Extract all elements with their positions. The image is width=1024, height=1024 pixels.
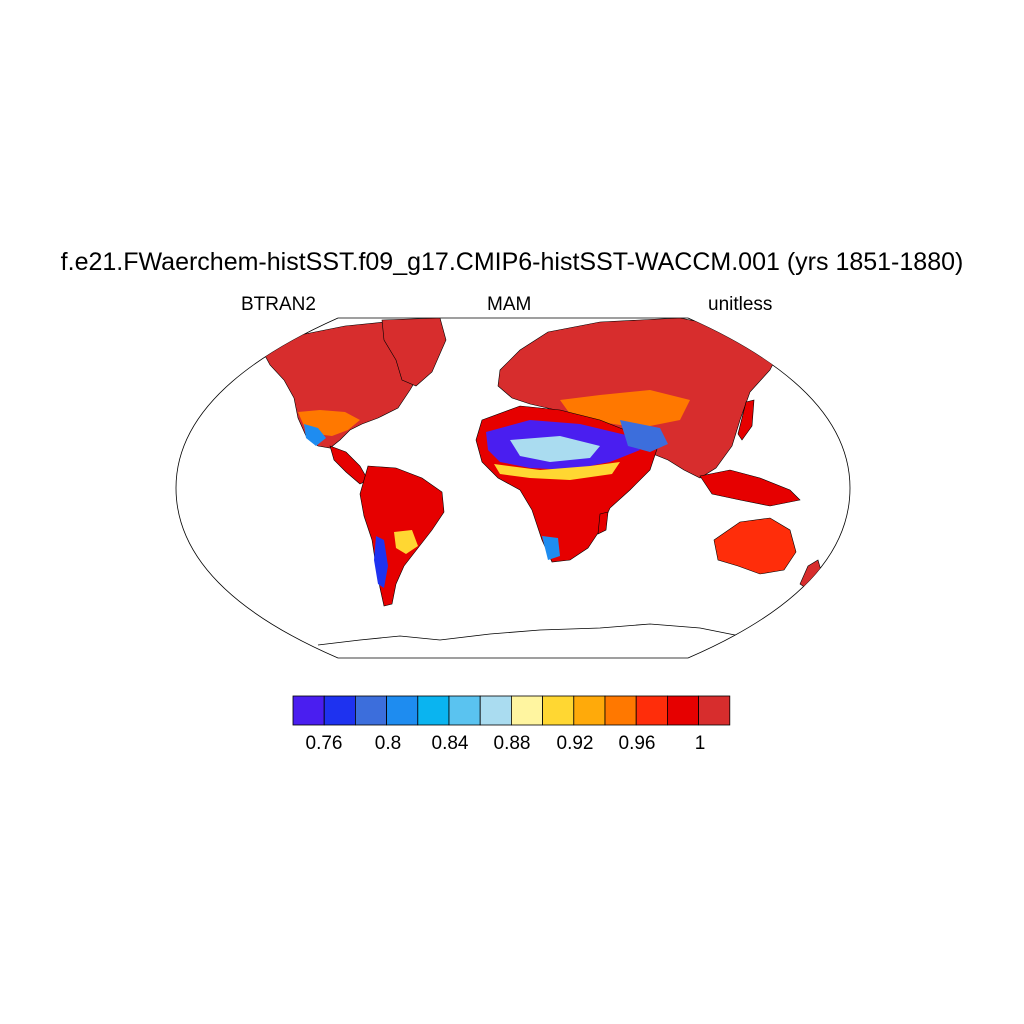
colorbar-tick-label: 0.8 [374,733,402,754]
colorbar-swatch [698,695,731,726]
colorbar-swatch [354,695,387,726]
japan [737,399,755,441]
season-label: MAM [487,294,532,315]
colorbar-swatch [292,695,325,726]
southern-africa-dry [542,536,560,560]
sa-yellow-patch [394,530,418,554]
colorbar-swatch [542,695,575,726]
colorbar-swatch [323,695,356,726]
sahel-band [494,462,620,480]
madagascar [597,511,609,535]
arabia-dry [620,420,668,452]
greenland [381,318,447,387]
colorbar-swatch [510,695,543,726]
colorbar-tick-label: 0.96 [618,733,656,754]
colorbar-tick-label: 0.76 [305,733,343,754]
units-label: unitless [708,294,773,315]
southeast-asia [699,469,801,507]
sahara-core [510,436,600,462]
colorbar-tick-label: 1 [694,733,706,754]
colorbar-swatch [667,695,700,726]
australia [713,517,797,575]
colorbar-swatch [635,695,668,726]
plot-title: f.e21.FWaerchem-histSST.f09_g17.CMIP6-hi… [60,248,964,276]
colorbar-swatch [479,695,512,726]
na-dry-area [304,424,326,446]
colorbar-tick-label: 0.84 [431,733,469,754]
colorbar-swatch [573,695,606,726]
colorbar-tick-label: 0.92 [556,733,594,754]
colorbar-swatch [386,695,419,726]
colorbar-swatch [604,695,637,726]
colorbar-tick-label: 0.88 [493,733,531,754]
variable-label: BTRAN2 [241,294,316,315]
colorbar-swatch [417,695,450,726]
colorbar-swatch [448,695,481,726]
sa-dry-strip [374,536,388,588]
antarctica-coastline [317,623,741,646]
